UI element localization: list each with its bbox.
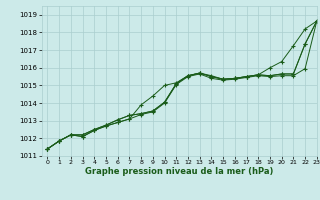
X-axis label: Graphe pression niveau de la mer (hPa): Graphe pression niveau de la mer (hPa) xyxy=(85,167,273,176)
